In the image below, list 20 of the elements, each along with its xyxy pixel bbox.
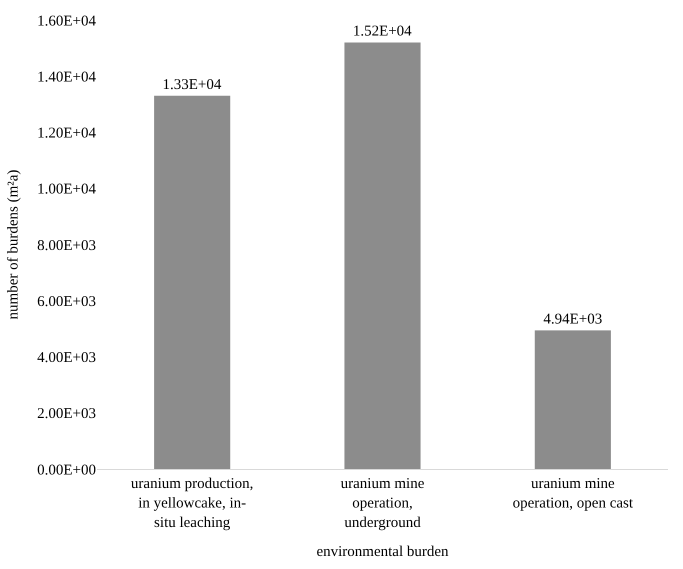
y-tick-label: 8.00E+03 — [37, 238, 96, 254]
x-axis-title: environmental burden — [316, 544, 450, 560]
y-tick-label: 4.00E+03 — [37, 350, 96, 366]
bar — [154, 96, 230, 469]
y-tick-label: 6.00E+03 — [37, 294, 96, 310]
y-tick-label: 1.40E+04 — [37, 69, 96, 86]
bar — [344, 42, 421, 469]
y-tick-label: 1.00E+04 — [37, 182, 96, 198]
x-tick-label: uranium mine operation, open cast — [512, 476, 634, 512]
data-label: 1.52E+04 — [352, 23, 412, 40]
y-tick-label: 2.00E+03 — [37, 406, 96, 422]
x-tick-label: uranium production, in yellowcake, in-situ leaching — [130, 476, 254, 531]
data-label: 1.33E+04 — [162, 76, 222, 93]
y-tick-label: 0.00E+00 — [37, 462, 96, 478]
data-label: 4.94E+03 — [543, 311, 602, 328]
bar — [534, 330, 611, 469]
y-tick-label: 1.60E+04 — [37, 13, 96, 30]
y-tick-label: 1.20E+04 — [37, 126, 96, 142]
y-axis-title: number of burdens (m²a) — [5, 170, 22, 320]
x-tick-label: uranium mine operation, underground — [340, 476, 425, 531]
